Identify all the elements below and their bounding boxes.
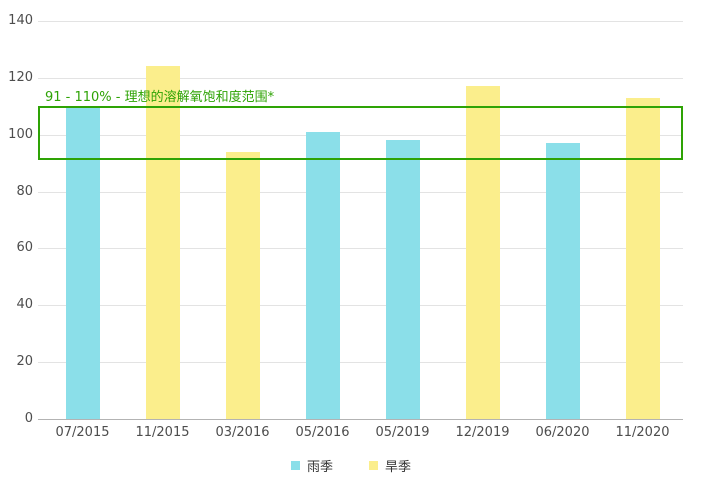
legend-label-rainy-season: 雨季 — [306, 460, 333, 475]
ideal-range-label: 91 - 110% - 理想的溶解氧饱和度范围* — [45, 90, 275, 106]
y-axis-label: 0 — [24, 411, 33, 426]
y-axis-label: 20 — [16, 354, 33, 370]
y-axis-label: 100 — [8, 126, 33, 142]
bar-dry-season-11-2015[interactable] — [145, 66, 180, 419]
gridline — [38, 362, 683, 364]
gridline — [38, 248, 683, 250]
bar-rainy-season-05-2019[interactable] — [385, 140, 420, 419]
x-axis-line — [38, 419, 683, 420]
y-axis-label: 60 — [16, 240, 33, 256]
gridline — [38, 77, 683, 79]
gridline — [38, 21, 683, 22]
legend: 雨季 旱季 — [0, 456, 702, 475]
gridline — [38, 305, 683, 307]
y-axis-label: 80 — [16, 183, 33, 199]
y-axis-label: 120 — [8, 69, 33, 85]
legend-item-dry-season[interactable]: 旱季 — [369, 456, 411, 475]
y-axis-label: 40 — [16, 297, 33, 313]
x-axis-label: 06/2020 — [535, 425, 590, 440]
x-axis-label: 05/2019 — [375, 425, 430, 440]
legend-label-dry-season: 旱季 — [385, 460, 412, 475]
ideal-range-box: 91 - 110% - 理想的溶解氧饱和度范围* — [38, 90, 683, 161]
x-axis-label: 11/2020 — [615, 425, 670, 440]
x-axis-label: 12/2019 — [455, 425, 510, 440]
x-axis-label: 11/2015 — [135, 425, 190, 440]
bar-dry-season-12-2019[interactable] — [465, 86, 500, 419]
legend-swatch-rainy-season — [290, 461, 300, 470]
bar-rainy-season-05-2016[interactable] — [305, 131, 340, 419]
bar-dry-season-11-2020[interactable] — [625, 97, 660, 419]
x-axis-label: 03/2016 — [215, 425, 270, 440]
legend-item-rainy-season[interactable]: 雨季 — [290, 456, 333, 475]
gridline — [38, 134, 683, 136]
bar-dry-season-03-2016[interactable] — [225, 151, 260, 419]
gridline — [38, 191, 683, 193]
bar-rainy-season-06-2020[interactable] — [545, 143, 580, 419]
x-axis-label: 05/2016 — [295, 425, 350, 440]
x-axis-label: 07/2015 — [55, 425, 110, 440]
y-axis-label: 140 — [8, 13, 33, 28]
legend-swatch-dry-season — [369, 461, 378, 470]
